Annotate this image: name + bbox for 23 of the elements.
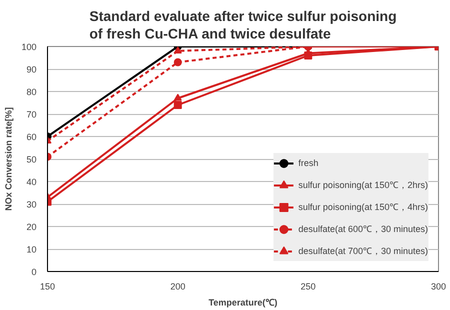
y-tick-label: 40	[26, 177, 37, 187]
x-tick-label: 150	[40, 282, 56, 292]
x-axis-title: Temperature(℃)	[208, 298, 278, 308]
y-tick-label: 30	[26, 200, 37, 210]
x-tick-label: 200	[170, 282, 186, 292]
x-tick-label: 250	[300, 282, 316, 292]
y-tick-label: 100	[21, 42, 37, 52]
x-tick-label: 300	[430, 282, 446, 292]
y-tick-label: 60	[26, 132, 37, 142]
y-tick-label: 10	[26, 244, 37, 254]
y-tick-label: 20	[26, 222, 37, 232]
y-tick-label: 0	[31, 267, 37, 277]
chart-title: Standard evaluate after twice sulfur poisoning of fresh Cu-CHA and twice desulfate	[89, 8, 397, 42]
y-tick-label: 70	[26, 110, 37, 120]
y-tick-label: 80	[26, 87, 37, 97]
y-tick-label: 50	[26, 154, 37, 164]
y-tick-label: 90	[26, 64, 37, 74]
legend-label: sulfur poisoning(at 150℃，2hrs)	[298, 179, 428, 192]
legend-label: fresh	[298, 157, 318, 169]
legend-label: desulfate(at 700℃，30 minutes)	[298, 245, 428, 258]
y-axis-title: NOx Conversion rate[%]	[3, 107, 14, 211]
legend-label: sulfur poisoning(at 150℃，4hrs)	[298, 201, 428, 214]
legend-label: desulfate(at 600℃，30 minutes)	[298, 223, 428, 236]
